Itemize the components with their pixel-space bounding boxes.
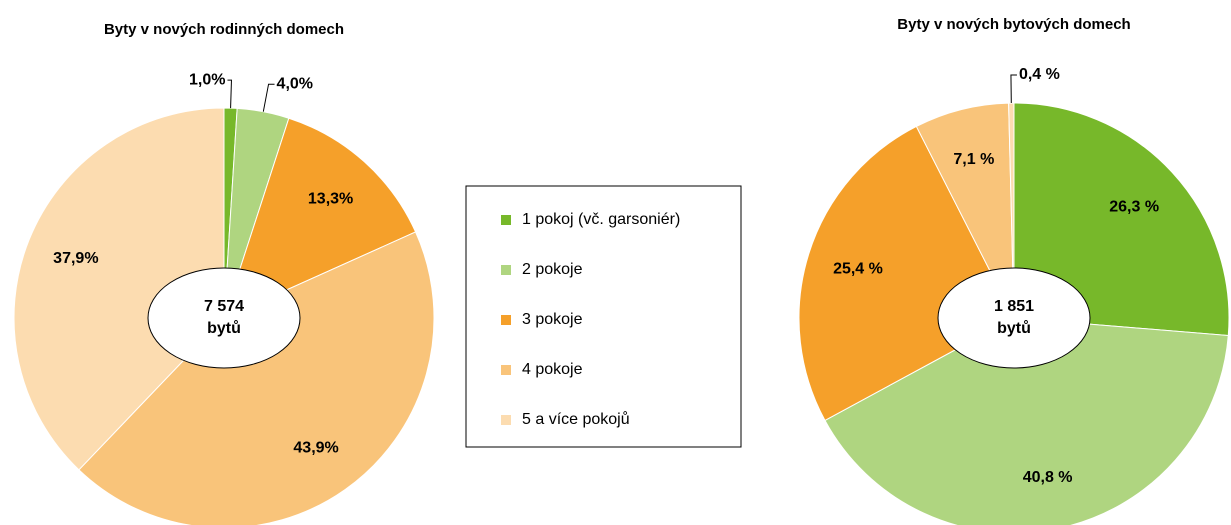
pie-slice [1013,102,1230,337]
data-label: 0,4 % [1019,66,1060,83]
data-label: 40,8 % [1023,469,1073,486]
legend-label: 3 pokoje [522,311,583,328]
data-label: 37,9% [53,250,98,267]
data-label: 13,3% [308,190,353,207]
legend-box [465,185,742,448]
legend-label: 5 a více pokojů [522,410,630,428]
legend-swatch [501,415,511,425]
center-label: bytů [997,320,1031,337]
pie-slice [13,107,225,471]
chart-title: Byty v nových rodinných domech [104,21,344,38]
pie-slice [1008,102,1015,319]
legend-label: 4 pokoje [522,361,583,378]
center-ellipse [937,267,1091,369]
legend-swatch [501,265,511,275]
center-label: bytů [207,320,241,337]
chart-title: Byty v nových bytových domech [897,16,1130,33]
leader-line [1010,74,1017,104]
legend-swatch [501,315,511,325]
data-label: 26,3 % [1109,198,1159,215]
data-label: 7,1 % [953,151,994,168]
data-label: 25,4 % [833,261,883,278]
center-label: 7 574 [204,298,244,315]
pie-slice [223,117,417,319]
center-ellipse [147,267,301,369]
legend-label: 1 pokoj (vč. garsoniér) [522,211,680,228]
data-label: 43,9% [293,440,338,457]
pie-slice [824,317,1229,525]
leader-line [227,79,232,109]
legend-swatch [501,365,511,375]
center-label: 1 851 [994,298,1034,315]
pie-slice [78,231,435,525]
legend-swatch [501,215,511,225]
legend-label: 2 pokoje [522,261,583,278]
data-label: 1,0% [189,71,225,88]
leader-line [262,83,275,112]
data-label: 4,0% [277,75,313,92]
